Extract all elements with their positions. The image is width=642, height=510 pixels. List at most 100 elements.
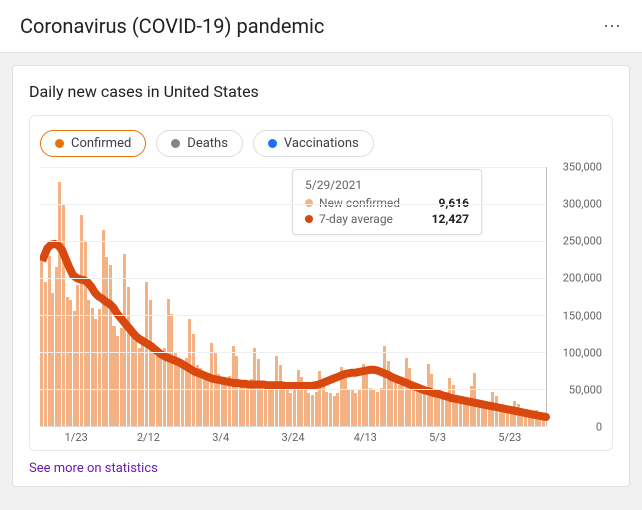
bar [441, 396, 444, 426]
bar [372, 389, 375, 426]
bar [394, 380, 397, 426]
bar [123, 254, 126, 426]
bar [398, 385, 401, 426]
bar [459, 401, 462, 426]
bar [102, 230, 105, 426]
bar [145, 282, 148, 426]
bar [380, 388, 383, 426]
chart-card: Daily new cases in United States Confirm… [12, 65, 630, 487]
bar [293, 390, 296, 426]
bar [506, 413, 509, 426]
bar [535, 410, 538, 426]
bar [531, 414, 534, 426]
bar [76, 285, 79, 426]
y-axis-label: 350,000 [557, 161, 602, 174]
bar [159, 355, 162, 426]
tab-deaths[interactable]: Deaths [156, 130, 243, 157]
chart-container: Confirmed Deaths Vaccinations 5/29/2021 Ne… [29, 115, 613, 451]
page-title: Coronavirus (COVID-19) pandemic [20, 14, 324, 38]
bar [116, 336, 119, 426]
series-tabs: Confirmed Deaths Vaccinations [40, 130, 602, 157]
bar [307, 393, 310, 426]
bar [495, 396, 498, 426]
bar [304, 390, 307, 426]
chart-y-axis: 050,000100,000150,000200,000250,000300,0… [546, 167, 602, 427]
bar [473, 373, 476, 426]
tab-dot-icon [268, 139, 277, 148]
bar [94, 319, 97, 426]
bar [520, 413, 523, 426]
x-axis-label: 3/24 [257, 431, 329, 444]
bar [289, 393, 292, 426]
bar [246, 385, 249, 426]
bar [268, 388, 271, 426]
x-axis-label: 5/23 [474, 431, 546, 444]
bar [351, 390, 354, 426]
bar [427, 364, 430, 426]
bar [192, 334, 195, 427]
gridline [40, 315, 546, 316]
bar [167, 299, 170, 426]
bar [499, 407, 502, 426]
tooltip-value: 9,616 [439, 196, 470, 210]
bar [221, 378, 224, 426]
bar [69, 300, 72, 426]
bar [369, 388, 372, 426]
bar [217, 374, 220, 426]
bar [282, 386, 285, 426]
bar [152, 343, 155, 426]
gridline [40, 167, 546, 168]
tab-vaccinations[interactable]: Vaccinations [253, 130, 374, 157]
gridline [40, 352, 546, 353]
bar [311, 395, 314, 426]
tooltip-dot-icon [305, 199, 313, 207]
page-header: Coronavirus (COVID-19) pandemic ⋯ [0, 0, 642, 53]
bar [416, 388, 419, 426]
bar [149, 300, 152, 426]
bar [318, 371, 321, 426]
bar [488, 404, 491, 426]
bar [55, 267, 58, 426]
chart-tooltip: 5/29/2021 New confirmed9,6167-day averag… [292, 169, 482, 235]
bar [387, 361, 390, 426]
bar [177, 358, 180, 426]
bar [235, 356, 238, 426]
y-axis-label: 0 [590, 421, 602, 434]
bar [73, 311, 76, 426]
more-icon[interactable]: ⋯ [603, 16, 622, 37]
bar [224, 380, 227, 426]
tooltip-dot-icon [305, 215, 313, 223]
bar [491, 392, 494, 426]
bar [358, 389, 361, 426]
bar [51, 293, 54, 426]
bar [112, 326, 115, 426]
y-axis-label: 200,000 [557, 272, 602, 285]
bar [528, 417, 531, 426]
gridline [40, 278, 546, 279]
tooltip-row: New confirmed9,616 [305, 196, 469, 210]
bar [434, 390, 437, 426]
bar [430, 374, 433, 426]
chart-plot[interactable]: 5/29/2021 New confirmed9,6167-day averag… [40, 167, 546, 427]
bar [383, 346, 386, 426]
bar [365, 371, 368, 426]
tooltip-date: 5/29/2021 [305, 178, 469, 192]
bar [329, 393, 332, 426]
bar [131, 337, 134, 426]
bar [419, 390, 422, 426]
bar [484, 407, 487, 426]
see-more-link[interactable]: See more on statistics [29, 461, 158, 476]
bar [264, 385, 267, 426]
bar [286, 389, 289, 426]
tab-label: Confirmed [71, 136, 131, 151]
bar [40, 260, 43, 427]
bar [257, 359, 260, 426]
gridline [40, 241, 546, 242]
bar [44, 282, 47, 426]
bar [188, 319, 191, 426]
chart-x-axis: 1/232/123/43/244/135/35/23 [40, 431, 602, 444]
bar [524, 415, 527, 426]
tab-confirmed[interactable]: Confirmed [40, 130, 146, 157]
bar [279, 365, 282, 426]
bar [206, 373, 209, 426]
